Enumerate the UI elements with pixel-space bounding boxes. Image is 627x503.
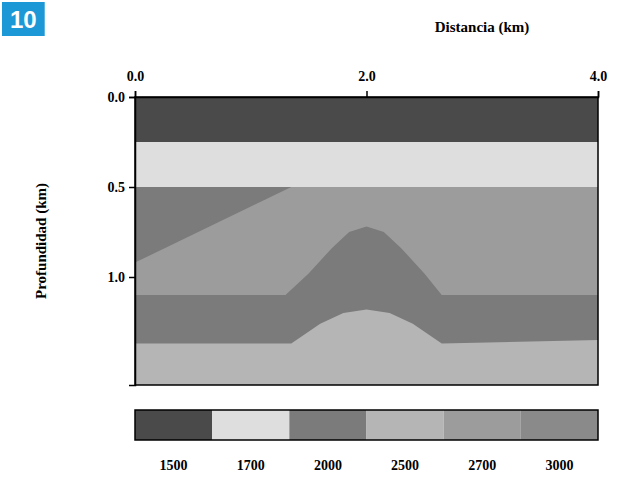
layers — [135, 97, 598, 385]
colorbar-swatch — [521, 410, 598, 440]
figure-label: 10 — [2, 2, 45, 36]
y-tick: 0.0 — [108, 90, 136, 105]
colorbar-label: 3000 — [545, 458, 573, 473]
colorbar-swatch — [444, 410, 521, 440]
y-tick-label: 0.5 — [108, 180, 126, 195]
colorbar-swatch — [289, 410, 366, 440]
x-axis: 0.0 2.0 4.0 — [127, 69, 608, 98]
x-axis-line — [136, 91, 599, 98]
y-tick: 0.5 — [108, 180, 136, 195]
y-tick-mark — [129, 97, 135, 99]
plot-frame — [135, 97, 598, 385]
x-tick-label: 4.0 — [590, 69, 608, 84]
velocity-layer — [135, 187, 598, 385]
x-tick-mark — [135, 91, 137, 97]
colorbar-swatch — [367, 410, 444, 440]
colorbar-swatch — [135, 410, 212, 440]
y-tick-mark — [129, 277, 135, 279]
x-tick: 2.0 — [358, 69, 376, 97]
colorbar-frame — [135, 410, 598, 440]
y-tick-mark — [129, 187, 135, 189]
velocity-layer — [135, 142, 598, 385]
colorbar-label: 2700 — [468, 458, 496, 473]
y-axis: 0.0 0.5 1.0 — [108, 90, 136, 386]
y-tick-label: 1.0 — [108, 270, 126, 285]
x-tick-label: 2.0 — [358, 69, 376, 84]
x-tick-mark — [366, 91, 368, 97]
colorbar: 1500 1700 2000 2500 2700 3000 — [135, 410, 598, 473]
x-axis-title: Distancia (km) — [435, 19, 530, 36]
x-tick-label: 0.0 — [127, 69, 145, 84]
figure-label-box — [2, 2, 45, 36]
figure-label-text: 10 — [10, 6, 37, 33]
colorbar-label: 1500 — [160, 458, 188, 473]
velocity-layer — [135, 187, 598, 385]
y-axis-title: Profundidad (km) — [33, 183, 50, 299]
y-tick-label: 0.0 — [108, 90, 126, 105]
colorbar-label: 1700 — [237, 458, 265, 473]
y-axis-line — [129, 98, 136, 386]
x-tick: 0.0 — [127, 69, 145, 97]
x-tick: 4.0 — [590, 69, 608, 97]
velocity-layer — [135, 97, 598, 385]
y-tick: 1.0 — [108, 270, 136, 285]
velocity-layer — [135, 309, 598, 385]
velocity-layer — [135, 227, 598, 385]
figure: 10 0.0 2.0 4.0 0.0 0.5 1.0 Distancia (km) Profun… — [0, 0, 627, 503]
colorbar-label: 2500 — [391, 458, 419, 473]
colorbar-swatch — [212, 410, 289, 440]
colorbar-label: 2000 — [314, 458, 342, 473]
x-tick-mark — [598, 91, 600, 97]
